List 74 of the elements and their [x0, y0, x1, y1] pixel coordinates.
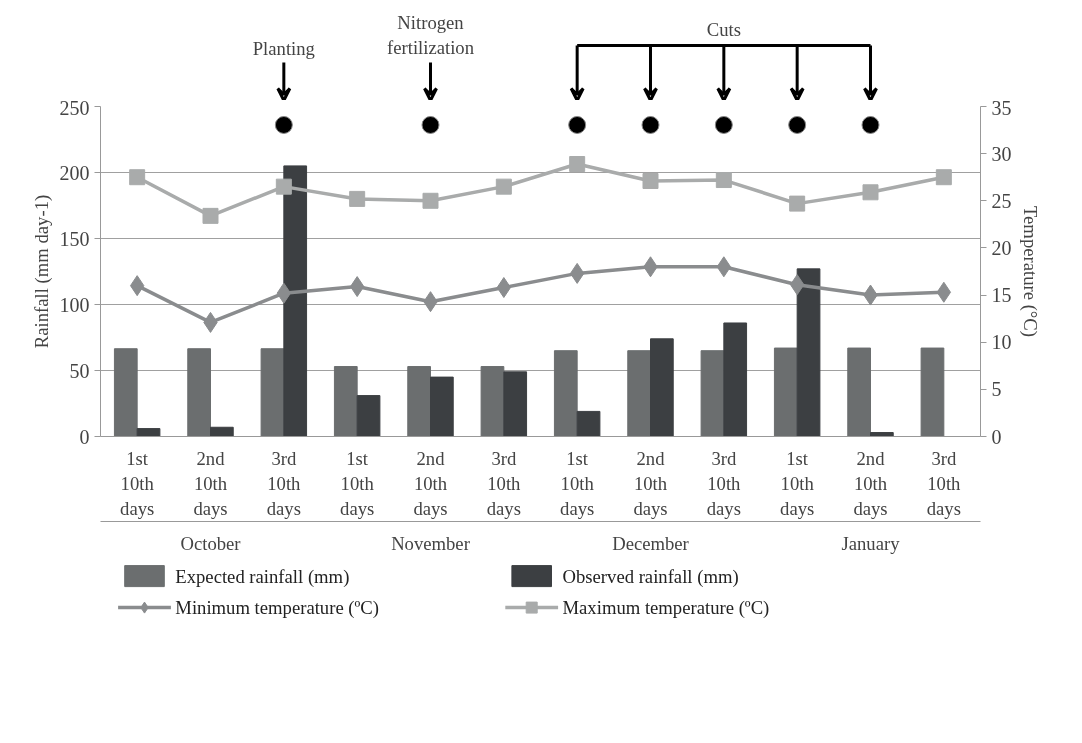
bar	[650, 338, 674, 437]
text: January	[841, 532, 901, 554]
bar	[283, 165, 308, 437]
y2-tick-label: 10	[991, 331, 1012, 354]
text: December	[612, 532, 690, 554]
bar	[503, 371, 528, 437]
x-tick-label: 2nd 10th days	[413, 447, 448, 519]
x-tick-label: 2nd 10th days	[633, 447, 668, 519]
point	[495, 178, 512, 195]
point	[422, 192, 439, 209]
bar	[356, 395, 381, 437]
point	[569, 156, 586, 173]
bar	[796, 268, 821, 437]
y-tick-label: 50	[69, 359, 90, 382]
y-tick-label: 200	[59, 161, 90, 184]
y2-tick-label: 35	[991, 96, 1012, 119]
point	[129, 169, 146, 186]
y2-tick-label: 15	[991, 284, 1012, 307]
bar	[430, 376, 454, 437]
y2-tick-label: 0	[991, 425, 1002, 448]
x-tick-label: 2nd 10th days	[853, 447, 888, 519]
bar	[773, 347, 798, 437]
bar	[553, 350, 578, 437]
x-tick-label: 3rd 10th days	[706, 447, 742, 519]
legend-label: Maximum temperature (ºC)	[562, 597, 770, 620]
x-tick-label: 1st 10th days	[560, 447, 595, 519]
bar	[480, 366, 505, 437]
bar	[870, 432, 894, 437]
bar	[847, 347, 871, 437]
x-tick-label: 1st 10th days	[780, 447, 815, 519]
y2-axis-title: Temperature (°C)	[1018, 206, 1041, 338]
bar	[407, 366, 431, 437]
bar	[627, 350, 651, 437]
x-tick-label: 2nd 10th days	[193, 447, 228, 519]
y2-tick-label: 5	[991, 378, 1002, 401]
point	[715, 172, 732, 189]
bar	[576, 410, 601, 437]
text: Planting	[252, 37, 315, 59]
x-tick-label: 3rd 10th days	[486, 447, 522, 519]
x-tick-label: 3rd 10th days	[926, 447, 962, 519]
point	[202, 207, 219, 224]
bar	[333, 366, 358, 437]
legend-label: Expected rainfall (mm)	[175, 565, 350, 588]
text: Nitrogen fertilization	[386, 12, 475, 59]
bar	[260, 348, 285, 437]
point	[275, 178, 292, 195]
bar	[187, 348, 211, 437]
bar	[920, 347, 945, 437]
bar	[136, 428, 161, 437]
text: November	[391, 532, 471, 554]
point	[935, 169, 952, 186]
y-tick-label: 100	[59, 293, 90, 316]
y-tick-label: 150	[59, 227, 90, 250]
point	[642, 172, 659, 189]
y2-tick-label: 25	[991, 189, 1012, 212]
point	[862, 184, 879, 201]
y-tick-label: 0	[79, 425, 90, 448]
text: Cuts	[706, 18, 741, 40]
y2-tick-label: 20	[991, 236, 1012, 259]
point	[349, 190, 366, 207]
legend-label: Observed rainfall (mm)	[562, 565, 739, 588]
point	[789, 195, 806, 212]
y2-tick-label: 30	[991, 142, 1012, 165]
bar	[723, 322, 748, 437]
y-tick-label: 250	[59, 96, 90, 119]
bar	[113, 348, 138, 437]
x-tick-label: 1st 10th days	[340, 447, 375, 519]
legend-label: Minimum temperature (ºC)	[175, 597, 379, 620]
bar	[700, 350, 725, 437]
x-tick-label: 3rd 10th days	[266, 447, 302, 519]
x-tick-label: 1st 10th days	[120, 447, 155, 519]
bar	[210, 426, 234, 437]
y-axis-title: Rainfall (mm day-1)	[30, 194, 53, 349]
text: October	[180, 532, 242, 554]
